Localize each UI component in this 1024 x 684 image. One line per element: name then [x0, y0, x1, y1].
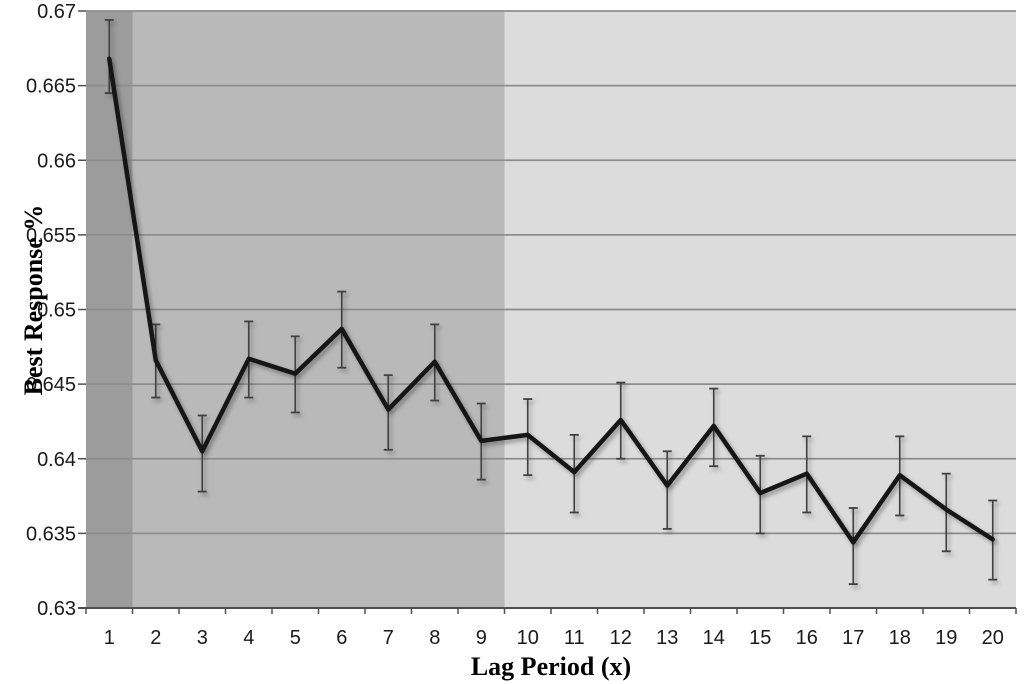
x-tick-label: 18 — [889, 627, 911, 649]
x-tick-label: 7 — [383, 627, 394, 649]
x-tick-label: 15 — [749, 627, 771, 649]
x-tick-label: 4 — [243, 627, 254, 649]
x-tick-label: 14 — [703, 627, 725, 649]
y-axis-title: Best Response % — [19, 204, 48, 396]
x-tick-label: 5 — [290, 627, 301, 649]
x-tick-label: 10 — [517, 627, 539, 649]
y-tick-label: 0.66 — [37, 150, 76, 172]
y-tick-label: 0.63 — [37, 598, 76, 620]
x-tick-label: 1 — [104, 627, 115, 649]
x-tick-label: 6 — [336, 627, 347, 649]
x-tick-label: 12 — [610, 627, 632, 649]
y-tick-label: 0.67 — [37, 1, 76, 23]
x-tick-label: 19 — [935, 627, 957, 649]
x-tick-label: 3 — [197, 627, 208, 649]
y-tick-label: 0.655 — [26, 225, 76, 247]
x-tick-label: 16 — [796, 627, 818, 649]
x-tick-label: 20 — [982, 627, 1004, 649]
x-axis-title: Lag Period (x) — [470, 652, 632, 681]
y-tick-label: 0.665 — [26, 76, 76, 98]
y-tick-label: 0.635 — [26, 523, 76, 545]
x-tick-label: 8 — [429, 627, 440, 649]
x-tick-label: 13 — [656, 627, 678, 649]
y-tick-label: 0.645 — [26, 374, 76, 396]
y-tick-label: 0.64 — [37, 449, 76, 471]
x-tick-label: 9 — [476, 627, 487, 649]
data-line — [107, 56, 995, 545]
y-tick-label: 0.65 — [37, 300, 76, 322]
x-tick-label: 11 — [564, 627, 585, 649]
x-tick-label: 17 — [842, 627, 864, 649]
x-tick-label: 2 — [150, 627, 161, 649]
